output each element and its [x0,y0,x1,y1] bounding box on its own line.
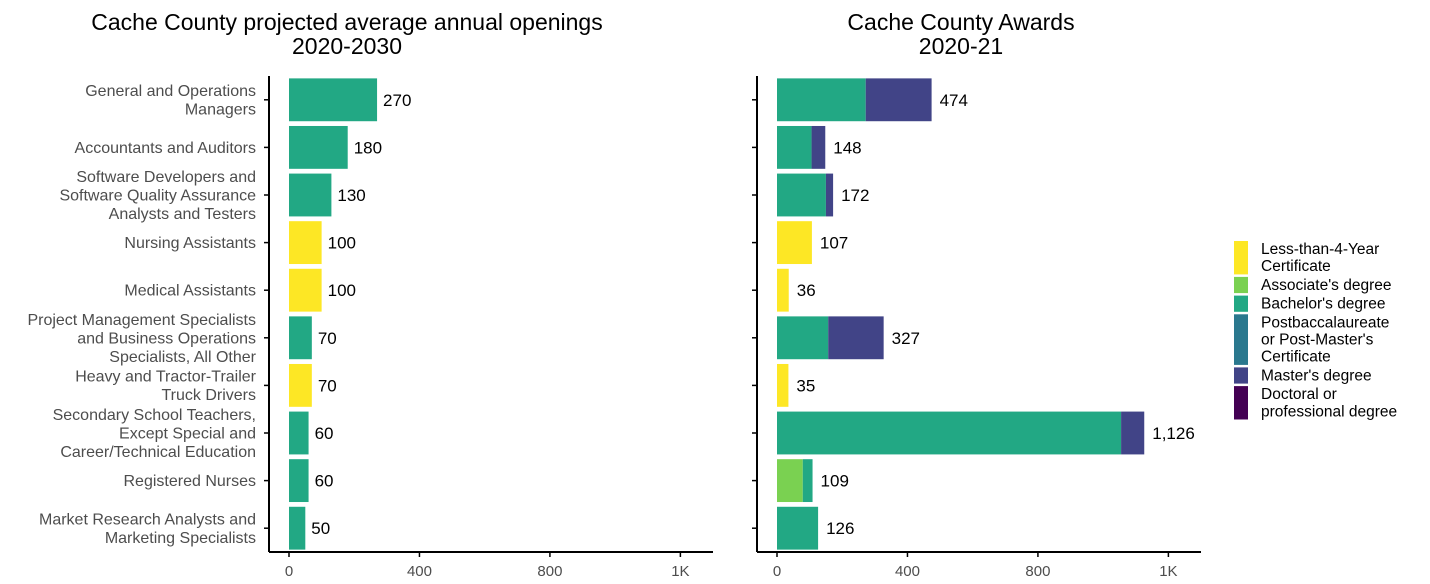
bar-value-label: 100 [328,234,356,253]
category-label: Truck Drivers [161,387,256,404]
x-tick-label: 1K [671,563,689,580]
category-label: Heavy and Tractor-Trailer [75,369,256,386]
x-tick-label: 400 [407,563,432,580]
legend-label: Doctoral or [1261,386,1337,403]
category-label: Software Developers and [76,169,256,186]
legend-key [1234,367,1248,384]
legend-key [1234,295,1248,312]
category-label: Software Quality Assurance [59,188,256,205]
stacked-bar-segment [865,78,932,122]
bar-total-label: 126 [826,519,854,538]
legend-key [1234,276,1248,294]
category-label: and Business Operations [77,330,256,347]
bar [289,459,309,503]
category-label: Nursing Assistants [124,235,256,252]
legend-key [1234,386,1248,420]
legend-label: Postbaccalaureate [1261,314,1389,331]
legend-label: or Post-Master's [1261,332,1374,349]
bar-value-label: 60 [315,472,334,491]
bar [289,411,309,455]
bar-value-label: 70 [318,376,337,395]
legend-label: Bachelor's degree [1261,296,1385,313]
legend-label: Certificate [1261,258,1331,275]
chart-title-2-line-1: Cache County Awards [847,9,1074,35]
stacked-bar-segment [777,268,789,312]
stacked-bar-segment [777,506,819,550]
stacked-bar-segment [777,125,812,169]
category-label: General and Operations [85,83,256,100]
bar-total-label: 474 [940,91,968,110]
x-tick-label: 400 [895,563,920,580]
stacked-bar-segment [777,316,829,360]
legend-label: Master's degree [1261,367,1372,384]
category-label: Project Management Specialists [27,312,256,329]
bar-value-label: 50 [311,519,330,538]
category-label: Medical Assistants [124,283,256,300]
legend-label: professional degree [1261,403,1397,420]
bar [289,78,378,122]
bar-total-label: 327 [892,329,920,348]
stacked-bar-segment [828,316,884,360]
category-label: Marketing Specialists [105,530,256,547]
category-label: Except Special and [119,426,256,443]
stacked-bar-segment [777,78,866,122]
legend-label: Associate's degree [1261,277,1391,294]
x-tick-label: 0 [285,563,293,580]
bar-value-label: 130 [337,186,365,205]
bar-total-label: 148 [833,138,861,157]
bar-total-label: 107 [820,234,848,253]
bar-value-label: 270 [383,91,411,110]
category-label: Market Research Analysts and [39,511,256,528]
bar [289,363,312,407]
legend-label: Less-than-4-Year [1261,241,1379,258]
bar-value-label: 70 [318,329,337,348]
category-label: Registered Nurses [124,473,257,490]
category-label: Specialists, All Other [109,349,256,366]
bar [289,316,312,360]
x-tick-label: 800 [537,563,562,580]
bar-total-label: 36 [797,281,816,300]
stacked-bar-segment [1121,411,1145,455]
bar [289,506,306,550]
stacked-bar-segment [777,221,812,265]
stacked-bar-segment [811,125,826,169]
chart-title-1-line-1: Cache County projected average annual op… [91,9,602,35]
bar-total-label: 35 [796,376,815,395]
bar-value-label: 60 [315,424,334,443]
stacked-bar-segment [825,173,834,217]
bar-value-label: 180 [354,138,382,157]
x-tick-label: 1K [1159,563,1177,580]
stacked-bar-segment [802,459,813,503]
chart-title-2-line-2: 2020-21 [919,33,1003,59]
category-label: Career/Technical Education [60,444,256,461]
bar-value-label: 100 [328,281,356,300]
bar-total-label: 109 [821,472,849,491]
stacked-bar-segment [777,173,826,217]
stacked-bar-segment [777,363,789,407]
bar [289,268,322,312]
x-tick-label: 0 [773,563,781,580]
legend-key [1234,241,1248,275]
stacked-bar-segment [777,459,803,503]
chart-title-1-line-2: 2020-2030 [292,33,402,59]
x-tick-label: 800 [1025,563,1050,580]
category-label: Analysts and Testers [109,206,256,223]
category-label: Managers [185,102,256,119]
legend-key [1234,314,1248,365]
legend-label: Certificate [1261,349,1331,366]
bar-total-label: 172 [841,186,869,205]
category-label: Accountants and Auditors [75,140,256,157]
bar [289,173,332,217]
category-label: Secondary School Teachers, [53,407,256,424]
bar [289,125,348,169]
bar-total-label: 1,126 [1152,424,1195,443]
bar [289,221,322,265]
stacked-bar-segment [777,411,1122,455]
